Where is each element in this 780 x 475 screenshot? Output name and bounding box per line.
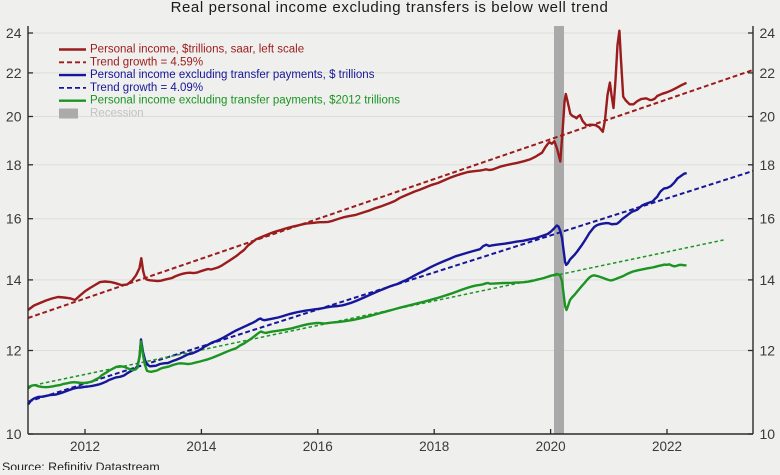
svg-text:Recession: Recession [90,108,144,120]
svg-text:Trend growth = 4.59%: Trend growth = 4.59% [90,56,203,68]
svg-text:14: 14 [760,272,776,288]
svg-text:Personal income, $trillions, s: Personal income, $trillions, saar, left … [90,44,304,56]
svg-text:24: 24 [760,25,776,41]
svg-text:2016: 2016 [303,439,333,454]
svg-text:Personal income excluding tran: Personal income excluding transfer payme… [90,95,400,107]
svg-text:18: 18 [6,157,22,173]
svg-text:22: 22 [6,65,22,81]
svg-text:Real personal income excluding: Real personal income excluding transfers… [171,0,609,16]
svg-text:16: 16 [760,211,776,227]
svg-text:20: 20 [760,109,776,125]
svg-text:10: 10 [6,426,22,442]
svg-text:24: 24 [6,25,22,41]
svg-text:10: 10 [760,426,776,442]
svg-text:20: 20 [6,109,22,125]
svg-text:14: 14 [6,272,22,288]
svg-text:18: 18 [760,157,776,173]
svg-text:Personal income excluding tran: Personal income excluding transfer payme… [90,69,375,81]
svg-text:2022: 2022 [652,439,682,454]
svg-text:Source: Refinitiv Datastream: Source: Refinitiv Datastream [2,460,160,470]
svg-text:2014: 2014 [186,439,217,454]
svg-text:2018: 2018 [419,439,449,454]
svg-text:16: 16 [6,211,22,227]
svg-text:12: 12 [760,343,776,359]
svg-text:2012: 2012 [70,439,100,454]
svg-text:12: 12 [6,343,22,359]
svg-text:22: 22 [760,65,776,81]
svg-text:Trend growth = 4.09%: Trend growth = 4.09% [90,82,203,94]
svg-text:2020: 2020 [536,439,566,454]
